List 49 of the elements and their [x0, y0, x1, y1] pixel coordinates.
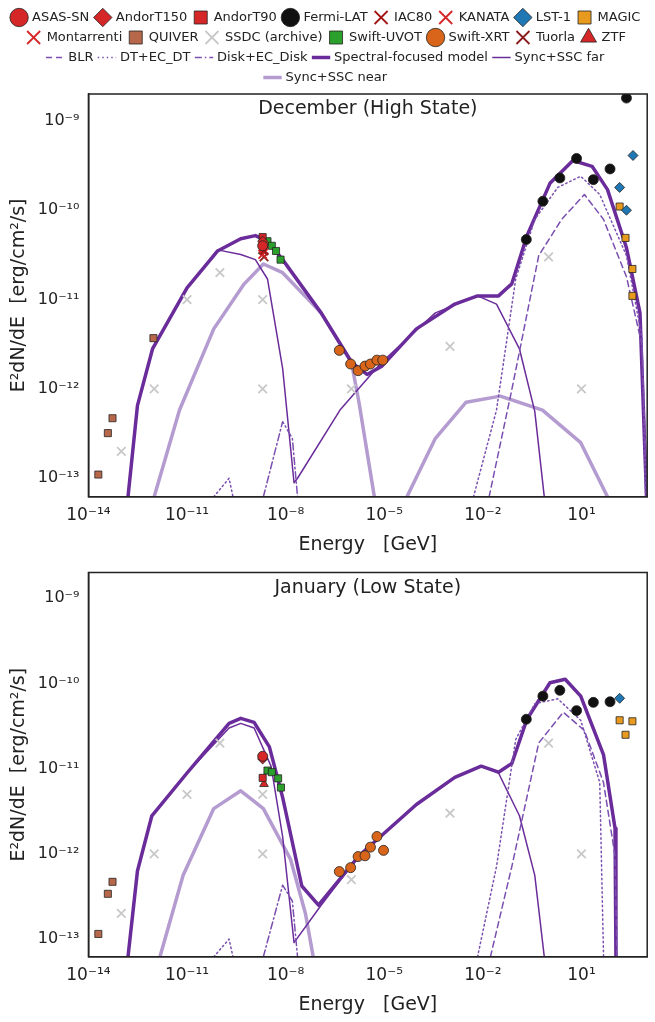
- x-tick-label: 10⁻⁸: [266, 964, 305, 985]
- legend-label: Fermi-LAT: [303, 8, 368, 24]
- legend-label: Sync+SSC near: [285, 68, 388, 84]
- legend-label: AndorT90: [213, 8, 277, 24]
- x-tick-label: 10¹: [567, 504, 596, 525]
- x-tick-label: 10¹: [567, 964, 596, 985]
- legend-label: Swift-XRT: [448, 28, 510, 44]
- y-tick-label: 10⁻¹¹: [37, 288, 80, 308]
- x-tick-label: 10⁻⁵: [365, 964, 403, 985]
- legend-label: QUIVER: [148, 28, 199, 44]
- chart-title: January (Low State): [273, 575, 462, 598]
- legend-label: Sync+SSC far: [514, 48, 605, 64]
- y-tick-label: 10⁻¹⁰: [37, 672, 80, 692]
- legend-label: DT+EC_DT: [119, 48, 191, 64]
- x-tick-label: 10⁻²: [464, 504, 502, 525]
- x-tick-label: 10⁻¹¹: [164, 504, 210, 525]
- y-axis-title: E²dN/dE [erg/cm²/s]: [6, 667, 29, 862]
- y-tick-label: 10⁻¹³: [37, 467, 80, 487]
- legend-label: MAGIC: [597, 8, 641, 24]
- y-tick-label: 10⁻¹²: [37, 378, 80, 398]
- legend-label: Tuorla: [534, 28, 576, 44]
- legend-label: BLR: [68, 48, 94, 64]
- x-axis-title: Energy [GeV]: [298, 531, 438, 554]
- x-tick-label: 10⁻¹⁴: [66, 504, 111, 525]
- x-tick-label: 10⁻⁸: [266, 504, 305, 525]
- y-tick-label: 10⁻¹⁰: [37, 199, 80, 219]
- legend-label: LST-1: [535, 8, 572, 24]
- legend-label: ZTF: [601, 28, 626, 44]
- y-tick-label: 10⁻¹²: [37, 843, 80, 863]
- x-axis-title: Energy [GeV]: [298, 991, 438, 1014]
- y-tick-label: 10⁻⁹: [44, 587, 80, 607]
- y-tick-label: 10⁻¹³: [37, 928, 80, 948]
- y-axis-title: E²dN/dE [erg/cm²/s]: [6, 198, 29, 393]
- legend-label: Montarrenti: [46, 28, 123, 44]
- x-tick-label: 10⁻⁵: [365, 504, 403, 525]
- legend-label: AndorT150: [115, 8, 188, 24]
- x-tick-label: 10⁻¹¹: [164, 964, 210, 985]
- x-tick-label: 10⁻²: [464, 964, 502, 985]
- y-tick-label: 10⁻¹¹: [37, 757, 80, 777]
- legend-label: Disk+EC_Disk: [217, 48, 309, 64]
- legend-label: Swift-UVOT: [349, 28, 423, 44]
- legend-label: ASAS-SN: [32, 8, 90, 24]
- legend-label: SSDC (archive): [224, 28, 323, 44]
- x-tick-label: 10⁻¹⁴: [66, 964, 111, 985]
- legend-label: IAC80: [394, 8, 433, 24]
- legend-label: KANATA: [458, 8, 510, 24]
- y-tick-label: 10⁻⁹: [44, 110, 80, 130]
- chart-title: December (High State): [258, 96, 478, 119]
- legend-label: Spectral-focused model: [334, 48, 488, 64]
